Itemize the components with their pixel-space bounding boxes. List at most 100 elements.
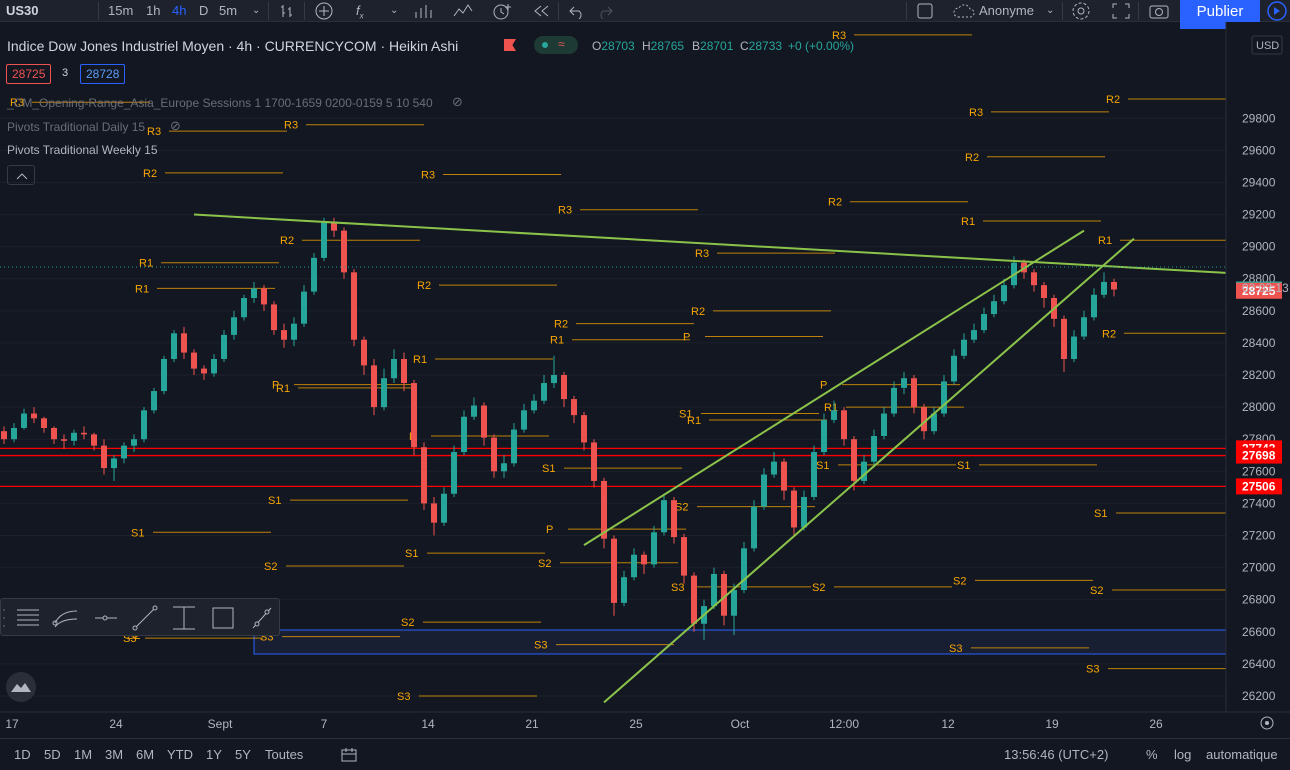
percent-toggle[interactable]: % (1146, 747, 1158, 762)
candle-body (401, 358, 407, 384)
clock-timezone[interactable]: 13:56:46 (UTC+2) (1004, 747, 1109, 762)
candle-body (881, 413, 887, 436)
candle-body (951, 355, 957, 382)
templates-icon[interactable] (452, 2, 474, 20)
bar-countdown: 02:03:13 (1242, 281, 1289, 295)
rectangle-icon[interactable] (212, 607, 234, 629)
flag-icon[interactable] (504, 39, 516, 51)
candle-body (501, 463, 507, 472)
replay-icon[interactable] (532, 3, 550, 19)
trendline[interactable] (603, 237, 1135, 704)
status-dot-icon (542, 42, 548, 48)
collapse-legend-icon[interactable] (7, 165, 35, 185)
indicator-opening-range[interactable]: _CM_Opening-Range_Asia_Europe Sessions 1… (7, 96, 433, 110)
candle-body (161, 358, 167, 392)
add-indicator-icon[interactable] (314, 1, 334, 21)
price-tick-label: 29400 (1242, 175, 1276, 189)
user-menu[interactable]: Anonyme (979, 3, 1034, 18)
buy-price-button[interactable]: 28728 (80, 64, 126, 84)
chevron-down-icon[interactable]: ⌄ (390, 5, 399, 16)
fullscreen-square-icon[interactable] (916, 2, 934, 20)
time-axis-labels: 17 24 Sept 7 14 21 25 Oct 12:00 12 19 26 (5, 717, 1163, 731)
tradingview-logo-icon[interactable] (6, 672, 36, 702)
price-chart[interactable]: R3 R3 R3 R3 R3 R3 R3 R3 R2 R2 R2 R2 R2 R2 R2 R2 R2 R1 R1 R1… (0, 22, 1290, 738)
bar-chart-icon[interactable] (413, 2, 433, 20)
interval-4h[interactable]: 4h (172, 3, 187, 18)
range-3m[interactable]: 3M (105, 747, 124, 762)
trendline-icon[interactable] (132, 605, 158, 631)
trendline[interactable] (193, 213, 1245, 275)
candle-body (281, 330, 287, 340)
pane-title[interactable]: Indice Dow Jones Industriel Moyen · 4h ·… (7, 38, 459, 54)
price-axis[interactable] (1226, 22, 1290, 712)
candle-body (1091, 294, 1097, 318)
range-1m[interactable]: 1M (74, 747, 93, 762)
candle-body (791, 490, 797, 528)
play-circle-icon[interactable] (1262, 0, 1290, 22)
eye-hidden-icon[interactable]: ⊘ (170, 118, 181, 133)
candle-body (641, 554, 647, 565)
candle-body (21, 413, 27, 428)
path-icon[interactable] (252, 607, 272, 629)
range-6m[interactable]: 6M (136, 747, 155, 762)
eye-hidden-icon[interactable]: ⊘ (452, 94, 463, 109)
fx-indicators-icon[interactable]: fx (356, 3, 364, 21)
undo-icon[interactable] (568, 3, 586, 19)
sell-price-button[interactable]: 28725 (6, 64, 52, 84)
chevron-down-icon[interactable]: ⌄ (252, 5, 261, 16)
alert-clock-icon[interactable] (491, 1, 513, 21)
candle-body (351, 272, 357, 340)
chart-type-icon[interactable] (278, 2, 296, 20)
time-tick-label: 7 (321, 717, 328, 731)
symbol-search[interactable]: US30 (6, 3, 39, 18)
trendlines[interactable] (193, 213, 1245, 704)
redo-icon[interactable] (596, 3, 614, 19)
range-5y[interactable]: 5Y (235, 747, 251, 762)
date-range-icon[interactable] (340, 747, 358, 763)
range-ytd[interactable]: YTD (167, 747, 193, 762)
pivot-label: S3 (949, 643, 962, 655)
candle-body (371, 365, 377, 408)
trendline[interactable] (583, 229, 1085, 546)
candle-body (841, 410, 847, 440)
log-toggle[interactable]: log (1174, 747, 1192, 762)
candle-body (111, 458, 117, 469)
candle-body (361, 339, 367, 366)
curve-lines-icon[interactable] (52, 610, 78, 628)
pivot-label: R2 (828, 197, 842, 209)
indicator-pivots-weekly[interactable]: Pivots Traditional Weekly 15 (7, 143, 158, 157)
range-1d[interactable]: 1D (14, 747, 31, 762)
pivot-label: S2 (812, 582, 825, 594)
currency-badge[interactable] (1251, 35, 1283, 55)
auto-scale-toggle[interactable]: automatique (1206, 747, 1278, 762)
pivot-levels: R3 R3 R3 R3 R3 R3 R3 R3 R2 R2 R2 R2 R2 R2 R2 R2 R2 R1 R1 R1… (10, 30, 1226, 703)
camera-icon[interactable] (1148, 2, 1170, 20)
pivot-label: R2 (691, 306, 705, 318)
price-range-icon[interactable] (173, 606, 195, 630)
interval-1h[interactable]: 1h (146, 3, 161, 18)
indicator-pivots-daily[interactable]: Pivots Traditional Daily 15 (7, 120, 146, 134)
expand-icon[interactable] (1111, 2, 1131, 20)
range-1y[interactable]: 1Y (206, 747, 222, 762)
pivot-label: R1 (413, 354, 427, 366)
interval-5m[interactable]: 5m (219, 3, 238, 18)
status-toggle[interactable] (534, 36, 578, 54)
pivot-label: R1 (1098, 235, 1112, 247)
interval-15m[interactable]: 15m (108, 3, 134, 18)
pivot-label: S1 (542, 463, 555, 475)
candle-body (251, 288, 257, 298)
pivot-label: P (272, 380, 279, 392)
candle-body (651, 532, 657, 565)
range-all[interactable]: Toutes (265, 747, 304, 762)
horizontal-ray-icon[interactable] (95, 615, 117, 621)
candle-body (241, 298, 247, 318)
candle-body (331, 222, 337, 231)
candle-body (721, 574, 727, 616)
gear-icon[interactable] (1071, 1, 1091, 21)
settings-icon[interactable] (1260, 716, 1274, 730)
chevron-down-icon[interactable]: ⌄ (1046, 5, 1055, 16)
horizontal-lines-icon[interactable] (17, 609, 39, 626)
drag-handle-icon[interactable] (3, 609, 5, 627)
interval-d[interactable]: D (199, 3, 209, 18)
range-5d[interactable]: 5D (44, 747, 61, 762)
